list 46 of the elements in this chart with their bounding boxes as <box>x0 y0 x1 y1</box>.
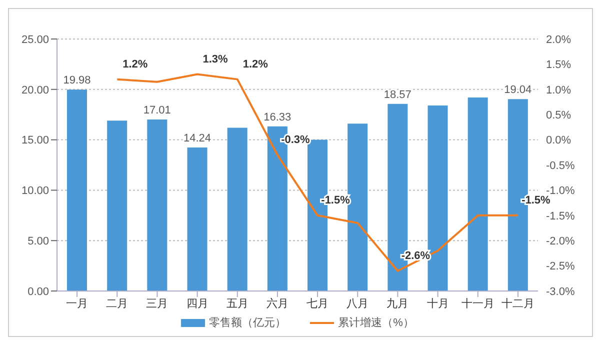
x-tick-label: 四月 <box>186 298 208 310</box>
x-tick-label: 六月 <box>266 296 288 310</box>
y-tick-label: 0.00 <box>28 286 49 298</box>
y2-tick-label: -2.0% <box>546 236 575 248</box>
bar <box>187 147 208 291</box>
y-tick-label: 25.00 <box>21 34 49 46</box>
data-label: 17.01 <box>143 104 171 117</box>
data-label: 1.2% <box>242 58 268 70</box>
x-tick-label: 八月 <box>346 298 369 310</box>
y2-tick-label: -0.5% <box>546 160 575 172</box>
y2-tick-label: 1.0% <box>546 84 572 96</box>
bar <box>468 97 488 291</box>
y-tick-label: 5.00 <box>28 236 49 248</box>
y2-tick-label: 2.0% <box>546 34 572 46</box>
bar <box>147 120 168 291</box>
y2-tick-label: -3.0% <box>546 286 575 298</box>
data-label: 16.33 <box>264 111 292 124</box>
y-tick-label: 15.00 <box>21 134 49 147</box>
x-tick-label: 十月 <box>426 296 449 310</box>
data-label: 19.04 <box>504 84 532 96</box>
data-label: 1.3% <box>202 53 228 66</box>
x-tick-label: 十一月 <box>461 296 494 310</box>
legend-label: 零售额（亿元） <box>209 316 286 330</box>
bar <box>67 90 87 291</box>
bar <box>227 128 248 291</box>
y-tick-label: 20.00 <box>21 84 49 96</box>
y-tick-label: 10.00 <box>21 185 49 198</box>
x-tick-label: 十二月 <box>501 296 534 310</box>
data-label: 19.98 <box>63 74 91 87</box>
y2-tick-label: 1.5% <box>546 59 572 72</box>
bar <box>107 120 128 291</box>
data-label: 1.2% <box>122 58 148 70</box>
y2-tick-label: -1.5% <box>546 210 575 222</box>
data-label: 18.57 <box>384 88 412 101</box>
legend-label: 累计增速（%） <box>338 316 414 330</box>
data-label: 14.24 <box>183 132 212 144</box>
y2-tick-label: 0.5% <box>546 110 572 122</box>
y2-tick-label: 0.0% <box>546 134 572 147</box>
y2-tick-label: -2.5% <box>546 260 575 273</box>
x-tick-label: 一月 <box>66 298 88 310</box>
x-tick-label: 五月 <box>226 298 248 310</box>
y2-tick-label: -1.0% <box>546 185 575 198</box>
x-tick-label: 三月 <box>146 298 168 310</box>
x-tick-label: 二月 <box>106 298 128 310</box>
x-tick-label: 七月 <box>306 296 329 310</box>
x-tick-label: 九月 <box>386 296 409 310</box>
